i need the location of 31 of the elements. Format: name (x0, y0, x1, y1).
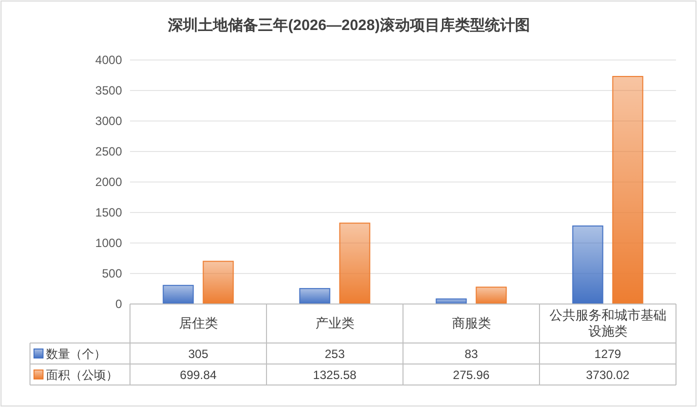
y-tick-label: 3000 (95, 114, 122, 128)
y-tick-label: 1500 (95, 206, 122, 220)
y-tick-label: 1000 (95, 236, 122, 250)
bar (476, 286, 507, 304)
data-label: 275.96 (452, 368, 490, 382)
data-label: 305 (188, 347, 209, 361)
bar (572, 225, 604, 304)
y-tick-label: 3500 (95, 84, 122, 98)
data-label: 3730.02 (586, 368, 630, 382)
bar (612, 76, 644, 304)
legend-label: 数量（个） (46, 347, 106, 361)
y-tick-label: 2000 (95, 175, 122, 189)
data-label: 699.84 (180, 368, 217, 382)
x-tick-label: 公共服务和城市基础设施类 (549, 308, 666, 338)
y-tick-label: 2500 (95, 144, 122, 158)
data-label: 1325.58 (313, 368, 357, 382)
data-label: 253 (324, 347, 346, 361)
bar (299, 288, 330, 304)
bar (162, 284, 194, 304)
data-label: 1279 (594, 347, 622, 361)
bar (202, 260, 234, 304)
bar (339, 222, 370, 304)
x-tick-label: 商服类 (452, 316, 491, 330)
y-tick-label: 500 (102, 266, 122, 280)
legend-label: 面积（公顷） (46, 368, 118, 382)
data-label: 83 (464, 347, 478, 361)
x-tick-label: 产业类 (315, 316, 354, 330)
chart-title: 深圳土地储备三年(2026—2028)滚动项目库类型统计图 (167, 16, 530, 34)
y-tick-label: 4000 (95, 53, 122, 67)
y-tick-label: 0 (115, 297, 122, 311)
x-tick-label: 居住类 (178, 316, 218, 330)
